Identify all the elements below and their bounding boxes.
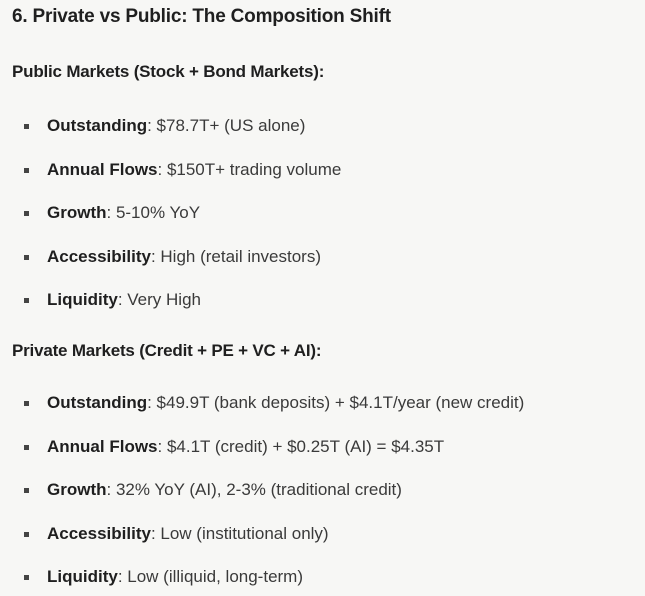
list-item-private-annual-flows: Annual Flows: $4.1T (credit) + $0.25T (A…: [0, 436, 524, 480]
public-markets-list: Outstanding: $78.7T+ (US alone) Annual F…: [0, 115, 341, 333]
item-value: : $4.1T (credit) + $0.25T (AI) = $4.35T: [157, 436, 445, 456]
bullet-square-icon: [24, 298, 29, 303]
list-item-private-outstanding: Outstanding: $49.9T (bank deposits) + $4…: [0, 392, 524, 436]
bullet-square-icon: [24, 531, 29, 537]
item-value: : Low (illiquid, long-term): [117, 567, 304, 586]
list-item-private-growth: Growth: 32% YoY (AI), 2-3% (traditional …: [0, 479, 524, 523]
item-value: : Very High: [117, 290, 201, 309]
list-item-private-accessibility: Accessibility: Low (institutional only): [0, 523, 524, 567]
item-value: : $150T+ trading volume: [157, 159, 342, 179]
bullet-square-icon: [24, 575, 29, 580]
item-value: : Low (institutional only): [150, 523, 329, 543]
bullet-square-icon: [24, 254, 29, 260]
item-term: Liquidity: [47, 567, 118, 586]
item-term: Outstanding: [47, 393, 148, 412]
section-heading-public-markets: Public Markets (Stock + Bond Markets):: [12, 62, 325, 81]
item-term: Accessibility: [47, 523, 151, 543]
item-value: : $78.7T+ (US alone): [147, 116, 306, 135]
bullet-square-icon: [24, 488, 29, 493]
item-term: Liquidity: [47, 290, 118, 309]
item-value: : 32% YoY (AI), 2-3% (traditional credit…: [106, 480, 402, 499]
item-value: : 5-10% YoY: [106, 203, 201, 222]
list-item-public-annual-flows: Annual Flows: $150T+ trading volume: [0, 159, 341, 203]
list-item-public-accessibility: Accessibility: High (retail investors): [0, 246, 341, 290]
section-heading-private-markets: Private Markets (Credit + PE + VC + AI):: [12, 341, 322, 360]
list-item-public-liquidity: Liquidity: Very High: [0, 289, 341, 333]
item-value: : High (retail investors): [150, 246, 322, 266]
private-markets-list: Outstanding: $49.9T (bank deposits) + $4…: [0, 392, 524, 596]
item-term: Growth: [47, 480, 107, 499]
bullet-square-icon: [24, 401, 29, 406]
list-item-public-outstanding: Outstanding: $78.7T+ (US alone): [0, 115, 341, 159]
bullet-square-icon: [24, 167, 29, 173]
item-term: Annual Flows: [47, 436, 158, 456]
bullet-square-icon: [24, 211, 29, 216]
item-term: Accessibility: [47, 246, 151, 266]
page-title: 6. Private vs Public: The Composition Sh…: [12, 6, 391, 27]
list-item-private-liquidity: Liquidity: Low (illiquid, long-term): [0, 566, 524, 596]
list-item-public-growth: Growth: 5-10% YoY: [0, 202, 341, 246]
bullet-square-icon: [24, 124, 29, 129]
bullet-square-icon: [24, 444, 29, 450]
item-term: Outstanding: [47, 116, 148, 135]
item-term: Annual Flows: [47, 159, 158, 179]
item-term: Growth: [47, 203, 107, 222]
item-value: : $49.9T (bank deposits) + $4.1T/year (n…: [147, 393, 525, 412]
